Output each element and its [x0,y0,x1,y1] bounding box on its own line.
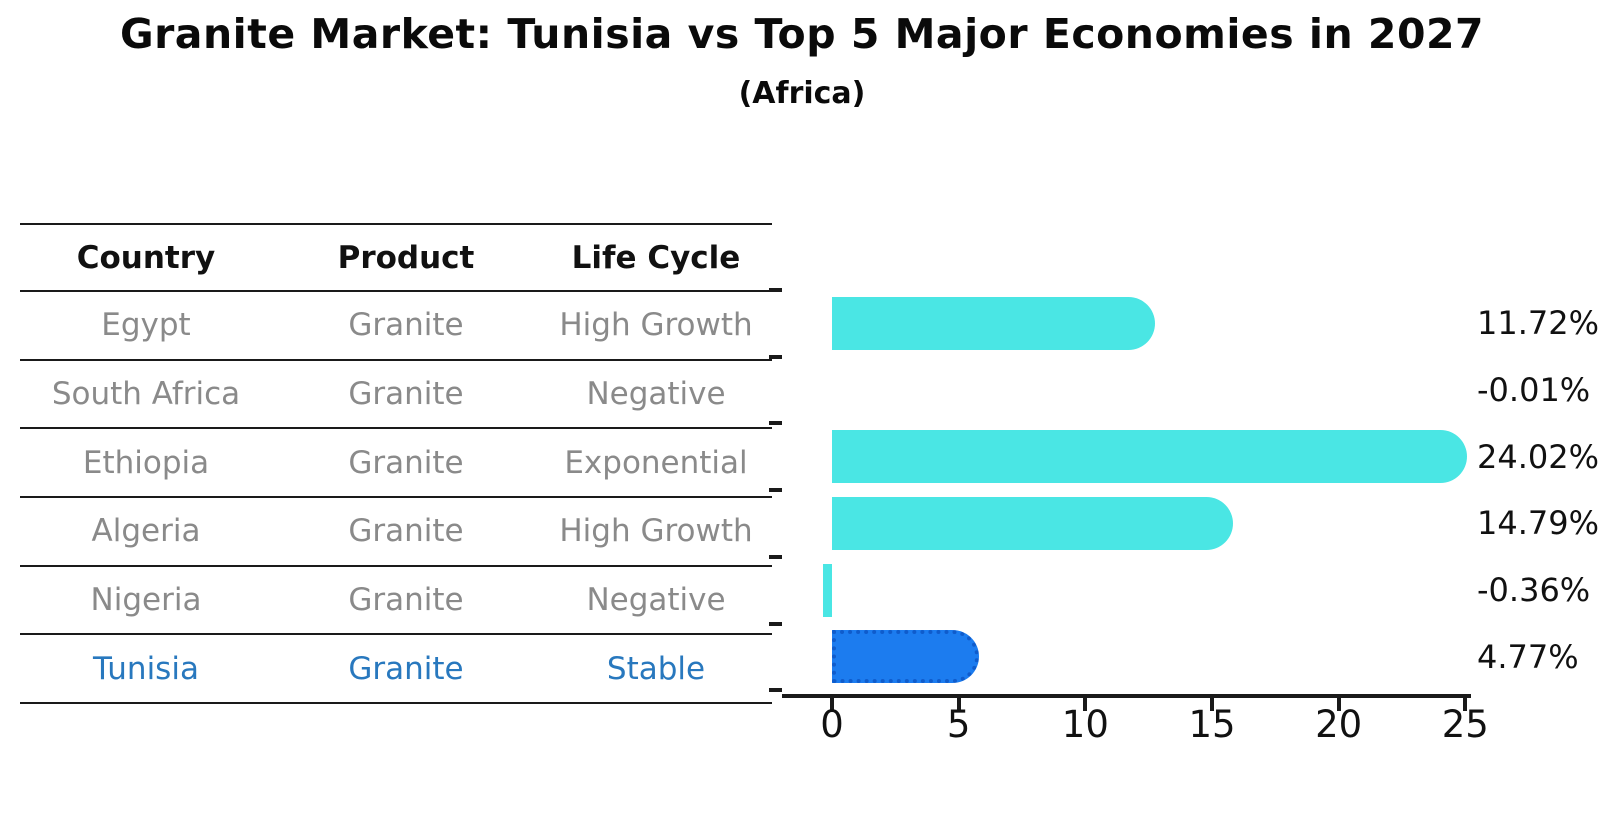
lifecycle-cell: Negative [586,582,726,619]
product-cell: Granite [348,444,464,481]
value-label: 24.02% [1477,437,1600,476]
lifecycle-cell: Exponential [564,444,748,481]
table-row: Ethiopia Granite Exponential [20,429,772,499]
product-cell: Granite [348,513,464,550]
table-row: Algeria Granite High Growth [20,498,772,567]
value-label: 11.72% [1477,304,1600,343]
x-axis-tick [956,698,961,711]
x-tick-label: 5 [946,703,971,746]
chart-title: Granite Market: Tunisia vs Top 5 Major E… [119,10,1485,58]
country-cell: Tunisia [93,650,199,687]
x-axis-tick [1463,698,1468,711]
bar-egypt [832,296,1156,350]
value-label: 14.79% [1477,504,1600,543]
x-tick-label: 10 [1061,703,1109,746]
bar-ethiopia [832,430,1467,484]
y-axis-tick [769,621,782,626]
column-header-product: Product [337,239,475,276]
x-tick-label: 15 [1188,703,1236,746]
column-header-country: Country [76,239,216,276]
country-table: Country Product Life Cycle Egypt Granite… [20,223,772,705]
x-axis-tick [1336,698,1341,711]
country-cell: Algeria [91,513,201,550]
product-cell: Granite [348,307,464,344]
bar-algeria [832,496,1234,550]
y-axis-tick [769,488,782,493]
product-cell: Granite [348,650,464,687]
lifecycle-cell: High Growth [559,307,753,344]
table-row: Egypt Granite High Growth [20,292,772,361]
column-header-lifecycle: Life Cycle [571,239,741,276]
table-row-tunisia: Tunisia Granite Stable [20,635,772,705]
y-axis-tick [769,554,782,559]
x-axis-line [782,694,1471,698]
y-axis-tick [769,288,782,292]
lifecycle-cell: High Growth [559,513,753,550]
y-axis-tick [769,688,782,693]
x-tick-label: 25 [1441,703,1489,746]
y-axis-tick [769,421,782,426]
chart-subtitle: (Africa) [738,76,866,111]
table-row: Nigeria Granite Negative [20,567,772,636]
country-cell: Egypt [101,307,191,344]
x-tick-label: 20 [1315,703,1363,746]
country-cell: South Africa [51,376,241,413]
x-axis-tick [1209,698,1214,711]
x-axis-tick [1083,698,1088,711]
bar-nigeria [822,563,832,617]
product-cell: Granite [348,582,464,619]
lifecycle-cell: Negative [586,376,726,413]
product-cell: Granite [348,376,464,413]
x-axis-tick [830,698,834,711]
country-cell: Ethiopia [82,444,210,481]
value-label: 4.77% [1477,637,1579,676]
country-cell: Nigeria [90,582,202,619]
x-tick-label: 0 [820,703,844,746]
table-header-row: Country Product Life Cycle [20,225,772,292]
y-axis-tick [769,354,782,359]
table-row: South Africa Granite Negative [20,361,772,430]
lifecycle-cell: Stable [606,650,706,687]
bar-tunisia-highlighted [832,630,980,684]
value-label: -0.36% [1477,571,1591,610]
value-label: -0.01% [1477,371,1591,410]
